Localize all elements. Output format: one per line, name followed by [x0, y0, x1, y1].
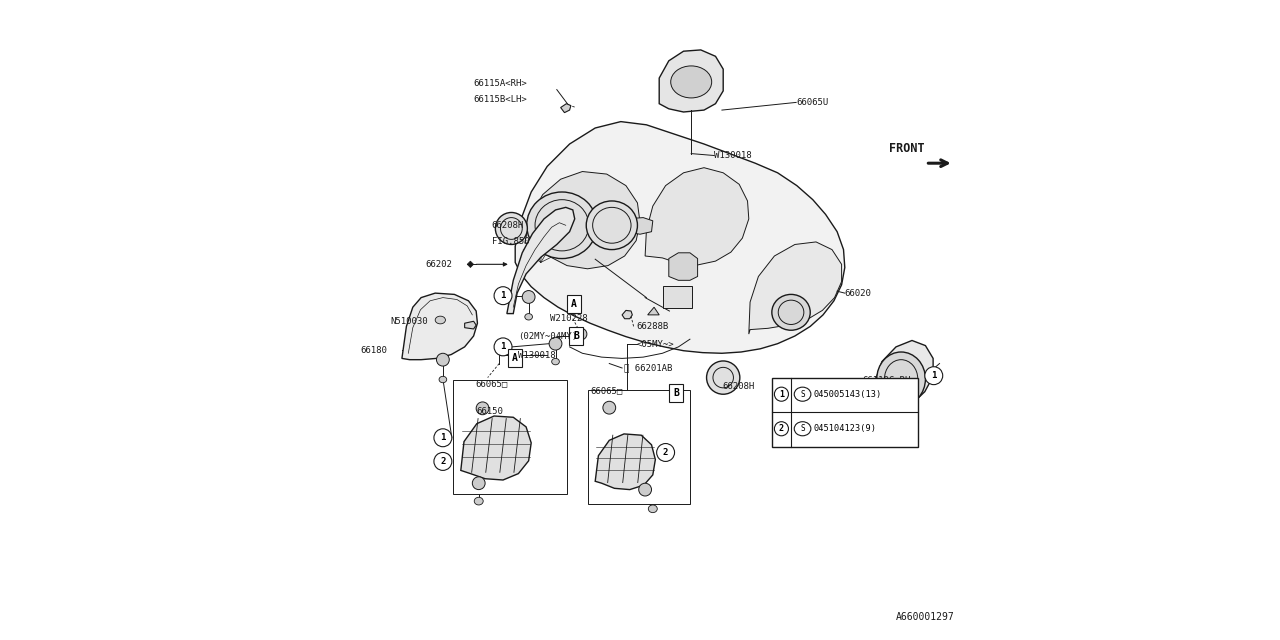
Text: 045005143(13): 045005143(13) [814, 390, 882, 399]
Bar [663, 286, 692, 308]
Text: A: A [512, 353, 518, 364]
Text: 1: 1 [500, 291, 506, 300]
Text: A660001297: A660001297 [896, 612, 955, 622]
Text: 1: 1 [500, 342, 506, 351]
Text: W130018: W130018 [518, 351, 556, 360]
Text: S: S [800, 390, 805, 399]
Ellipse shape [586, 201, 637, 250]
Text: 1: 1 [931, 371, 937, 380]
Text: 66288B: 66288B [637, 322, 669, 331]
Ellipse shape [603, 401, 616, 414]
Text: W210228: W210228 [550, 314, 588, 323]
Circle shape [924, 367, 942, 385]
Text: 66115B<LH>: 66115B<LH> [474, 95, 527, 104]
Circle shape [657, 444, 675, 461]
Text: 1: 1 [780, 390, 783, 399]
Ellipse shape [648, 505, 658, 513]
Text: ① 66201AB: ① 66201AB [625, 364, 672, 372]
Text: 66208H: 66208H [492, 221, 524, 230]
Polygon shape [516, 122, 845, 353]
Text: <05MY~>: <05MY~> [637, 340, 675, 349]
Ellipse shape [436, 353, 449, 366]
Ellipse shape [435, 316, 445, 324]
Text: 66180: 66180 [361, 346, 387, 355]
Text: 66110C<RH>: 66110C<RH> [863, 376, 916, 385]
Text: 66065□: 66065□ [591, 386, 623, 395]
Text: B: B [573, 331, 579, 341]
Polygon shape [870, 340, 933, 417]
Ellipse shape [671, 66, 712, 98]
Polygon shape [525, 172, 640, 269]
Polygon shape [402, 293, 477, 360]
Bar [508, 349, 522, 367]
Text: 66208H: 66208H [722, 382, 754, 391]
Polygon shape [648, 307, 659, 315]
Ellipse shape [522, 291, 535, 303]
Bar [772, 378, 918, 447]
Text: B: B [673, 388, 678, 398]
Polygon shape [749, 242, 842, 334]
Ellipse shape [495, 212, 527, 244]
Circle shape [774, 422, 788, 436]
Polygon shape [507, 207, 575, 314]
Bar [570, 327, 584, 345]
Text: 1: 1 [440, 433, 445, 442]
Text: FRONT: FRONT [890, 142, 924, 155]
Ellipse shape [527, 192, 598, 259]
Text: (02MY~04MY): (02MY~04MY) [518, 332, 577, 340]
Text: 66065U: 66065U [796, 98, 828, 107]
Circle shape [434, 429, 452, 447]
Text: 66065□: 66065□ [476, 380, 508, 388]
Ellipse shape [475, 497, 484, 505]
Text: 2: 2 [663, 448, 668, 457]
Polygon shape [645, 168, 749, 265]
Polygon shape [465, 321, 476, 329]
Ellipse shape [707, 361, 740, 394]
Ellipse shape [772, 294, 810, 330]
Ellipse shape [549, 337, 562, 350]
Text: W130018: W130018 [714, 151, 751, 160]
Text: 66110D<LH>: 66110D<LH> [863, 392, 916, 401]
Text: 045104123(9): 045104123(9) [814, 424, 877, 433]
Polygon shape [467, 261, 474, 268]
Polygon shape [461, 416, 531, 480]
Text: FIG.850: FIG.850 [492, 237, 529, 246]
Text: N510030: N510030 [390, 317, 428, 326]
Ellipse shape [639, 483, 652, 496]
Bar [567, 295, 581, 313]
Text: 2: 2 [440, 457, 445, 466]
Circle shape [494, 338, 512, 356]
Text: 66020: 66020 [845, 289, 872, 298]
Polygon shape [561, 104, 571, 113]
Polygon shape [595, 434, 655, 490]
Ellipse shape [552, 358, 559, 365]
Ellipse shape [476, 402, 489, 415]
Ellipse shape [877, 352, 925, 406]
Ellipse shape [525, 314, 532, 320]
Polygon shape [668, 253, 698, 280]
Bar [668, 384, 684, 402]
Circle shape [434, 452, 452, 470]
Ellipse shape [472, 477, 485, 490]
Bar [453, 380, 567, 494]
Circle shape [494, 287, 512, 305]
Polygon shape [626, 218, 653, 234]
Ellipse shape [439, 376, 447, 383]
Text: A: A [571, 299, 577, 309]
Text: 66202: 66202 [425, 260, 452, 269]
Polygon shape [622, 310, 632, 319]
Text: S: S [800, 424, 805, 433]
Text: 2: 2 [780, 424, 783, 433]
Text: 66150: 66150 [477, 407, 503, 416]
Bar [588, 390, 690, 504]
Text: 66115A<RH>: 66115A<RH> [474, 79, 527, 88]
Ellipse shape [928, 368, 941, 381]
Polygon shape [659, 50, 723, 112]
Circle shape [774, 387, 788, 401]
Ellipse shape [576, 328, 586, 340]
